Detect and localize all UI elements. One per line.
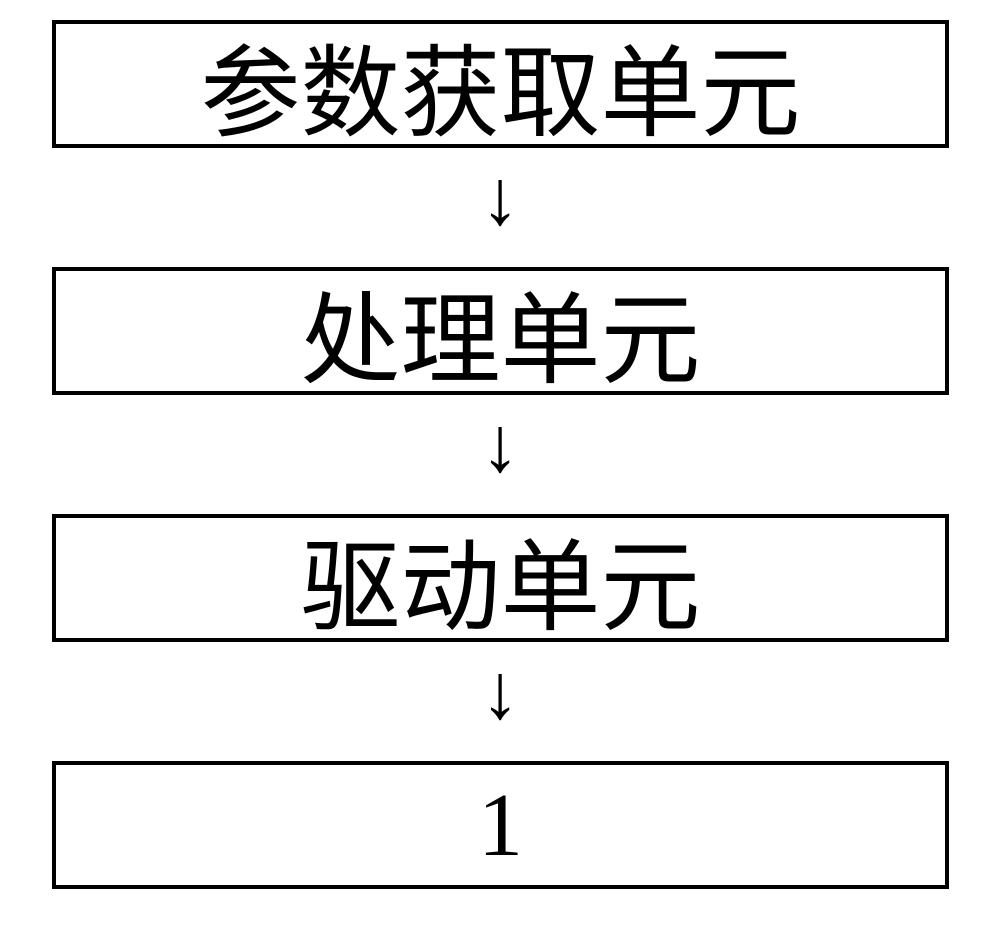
- flowchart-node-n3: 驱动单元: [52, 514, 949, 642]
- flowchart-arrow-down-icon: ↓: [481, 652, 520, 730]
- flowchart-diagram: 参数获取单元处理单元驱动单元1↓↓↓: [0, 0, 1000, 945]
- flowchart-node-n4: 1: [52, 761, 949, 889]
- flowchart-node-n1: 参数获取单元: [52, 20, 949, 148]
- flowchart-node-label: 参数获取单元: [201, 12, 801, 157]
- flowchart-arrow-down-icon: ↓: [481, 158, 520, 236]
- flowchart-node-n2: 处理单元: [52, 267, 949, 395]
- flowchart-arrow-down-icon: ↓: [481, 405, 520, 483]
- flowchart-node-label: 驱动单元: [301, 506, 701, 651]
- flowchart-node-label: 1: [478, 774, 523, 877]
- flowchart-node-label: 处理单元: [301, 259, 701, 404]
